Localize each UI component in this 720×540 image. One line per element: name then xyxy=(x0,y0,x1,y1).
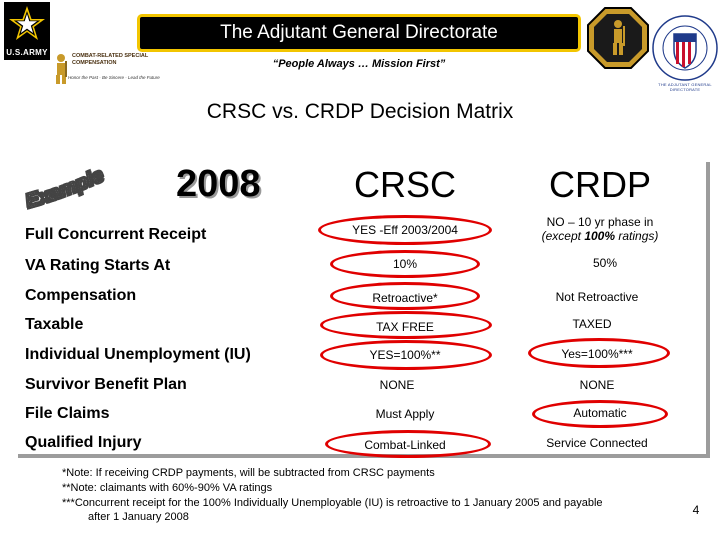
example-label: Example xyxy=(22,164,132,216)
crsc-survivor-benefit-plan: NONE xyxy=(379,378,415,392)
highlight-oval xyxy=(330,250,480,278)
crdp-compensation: Not Retroactive xyxy=(555,290,639,304)
page-number: 4 xyxy=(692,503,700,517)
row-label-va-rating: VA Rating Starts At xyxy=(25,257,171,274)
crdp-qualified-injury: Service Connected xyxy=(546,436,648,450)
example-text: Example xyxy=(23,164,108,214)
crdp-individual-unemployment: Yes=100%*** xyxy=(561,347,633,361)
crsc-logo: COMBAT-RELATED SPECIAL COMPENSATION Hono… xyxy=(52,52,162,84)
crdp-va-rating: 50% xyxy=(592,256,618,270)
year-heading: 2008 xyxy=(176,163,261,205)
crsc-va-rating: 10% xyxy=(392,257,418,271)
highlight-oval xyxy=(320,340,492,370)
footnote-2: **Note: claimants with 60%-90% VA rating… xyxy=(62,482,273,494)
crdp-full-concurrent-receipt: NO – 10 yr phase in (except 100% ratings… xyxy=(505,215,695,243)
seal-text: THE ADJUTANT GENERAL DIRECTORATE xyxy=(658,82,712,92)
crdp-taxable: TAXED xyxy=(572,317,612,331)
footnote-3-line1: ***Concurrent receipt for the 100% Indiv… xyxy=(62,497,603,509)
crsc-logo-tagline: Honor the Past · Be Sincere · Lead the F… xyxy=(68,75,160,80)
shield-seal-icon xyxy=(652,15,718,81)
crdp-full-concurrent-receipt-line2: (except 100% ratings) xyxy=(541,229,659,243)
crdp-file-claims: Automatic xyxy=(573,406,627,420)
column-header-crsc: CRSC xyxy=(353,164,456,205)
example-arc-text: Example xyxy=(23,164,108,214)
row-label-individual-unemployment: Individual Unemployment (IU) xyxy=(25,346,251,363)
row-label-taxable: Taxable xyxy=(25,316,84,333)
row-label-qualified-injury: Qualified Injury xyxy=(25,434,142,451)
crsc-full-concurrent-receipt: YES -Eff 2003/2004 xyxy=(352,223,458,237)
crsc-taxable: TAX FREE xyxy=(376,320,434,334)
adjutant-general-seal: THE ADJUTANT GENERAL DIRECTORATE xyxy=(650,8,720,94)
crdp-full-concurrent-receipt-line1: NO – 10 yr phase in xyxy=(546,215,654,229)
highlight-oval xyxy=(325,430,491,458)
crsc-logo-text: COMBAT-RELATED SPECIAL COMPENSATION xyxy=(72,53,149,66)
highlight-oval xyxy=(528,338,670,368)
highlight-oval xyxy=(532,400,668,428)
footnote-3-line2: after 1 January 2008 xyxy=(88,511,189,523)
crsc-file-claims: Must Apply xyxy=(375,407,435,421)
highlight-oval xyxy=(318,215,492,245)
column-header-crdp: CRDP xyxy=(548,164,651,205)
svg-text:Example: Example xyxy=(23,166,107,213)
page-title: The Adjutant General Directorate xyxy=(220,22,498,43)
soldier-silhouette-icon xyxy=(56,54,67,84)
matrix-title: CRSC vs. CRDP Decision Matrix xyxy=(206,100,514,123)
title-banner: The Adjutant General Directorate xyxy=(137,14,581,52)
row-label-survivor-benefit-plan: Survivor Benefit Plan xyxy=(25,376,187,393)
highlight-oval xyxy=(320,311,492,339)
crsc-compensation: Retroactive* xyxy=(372,291,438,305)
crdp-survivor-benefit-plan: NONE xyxy=(579,378,615,392)
highlight-oval xyxy=(330,282,480,310)
motto: “People Always … Mission First” xyxy=(272,58,446,70)
row-label-file-claims: File Claims xyxy=(25,405,110,422)
row-label-compensation: Compensation xyxy=(25,287,137,304)
footnote-1: *Note: If receiving CRDP payments, will … xyxy=(62,467,435,479)
army-label: U.S.ARMY xyxy=(6,48,48,57)
row-label-full-concurrent-receipt: Full Concurrent Receipt xyxy=(25,226,207,243)
crsc-individual-unemployment: YES=100%** xyxy=(369,348,441,362)
tag-octagon-logo xyxy=(587,7,649,69)
army-star-icon xyxy=(4,2,50,46)
us-army-logo: U.S.ARMY xyxy=(4,2,50,60)
crsc-qualified-injury: Combat-Linked xyxy=(364,438,446,452)
